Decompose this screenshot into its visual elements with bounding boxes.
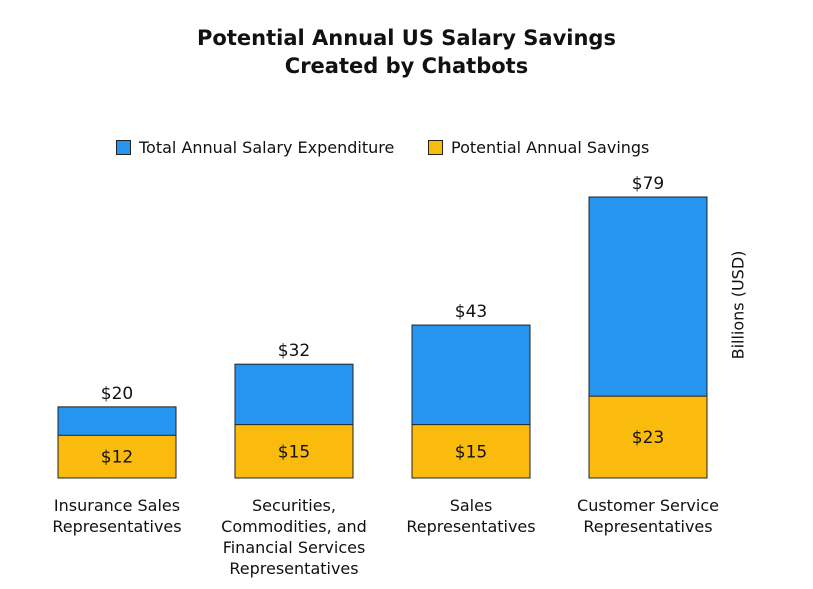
legend-item-savings: Potential Annual Savings <box>428 138 649 157</box>
bar-savings-3 <box>588 395 708 479</box>
category-label-2-line-1: Representatives <box>406 517 535 536</box>
category-label-3-line-0: Customer Service <box>577 496 719 515</box>
category-label-2-line-0: Sales <box>450 496 493 515</box>
legend-swatch-savings <box>428 140 443 155</box>
data-label-savings-3: $23 <box>632 428 664 448</box>
data-label-savings-2: $15 <box>455 442 487 462</box>
category-label-1-line-0: Securities, <box>252 496 336 515</box>
data-label-total-1: $32 <box>278 341 310 361</box>
legend-item-total: Total Annual Salary Expenditure <box>116 138 394 157</box>
data-label-total-0: $20 <box>101 384 133 404</box>
category-label-1-line-3: Representatives <box>229 559 358 578</box>
category-label-0-line-1: Representatives <box>52 517 181 536</box>
chart-title: Potential Annual US Salary Savings Creat… <box>0 24 813 80</box>
category-label-0-line-0: Insurance Sales <box>54 496 180 515</box>
chart-title-line-1: Potential Annual US Salary Savings <box>197 26 616 50</box>
category-label-1-line-1: Commodities, and <box>221 517 367 536</box>
chart-title-line-2: Created by Chatbots <box>284 54 529 78</box>
data-label-savings-1: $15 <box>278 442 310 462</box>
data-label-savings-0: $12 <box>101 448 133 468</box>
category-label-3-line-1: Representatives <box>583 517 712 536</box>
data-label-total-3: $79 <box>632 174 664 194</box>
legend-swatch-total <box>116 140 131 155</box>
bar-savings-1 <box>234 424 354 479</box>
data-label-total-2: $43 <box>455 302 487 322</box>
legend-label-total: Total Annual Salary Expenditure <box>139 138 395 157</box>
category-label-1-line-2: Financial Services <box>223 538 366 557</box>
bar-savings-0 <box>57 434 177 479</box>
bar-savings-2 <box>411 424 531 479</box>
legend-label-savings: Potential Annual Savings <box>451 138 650 157</box>
